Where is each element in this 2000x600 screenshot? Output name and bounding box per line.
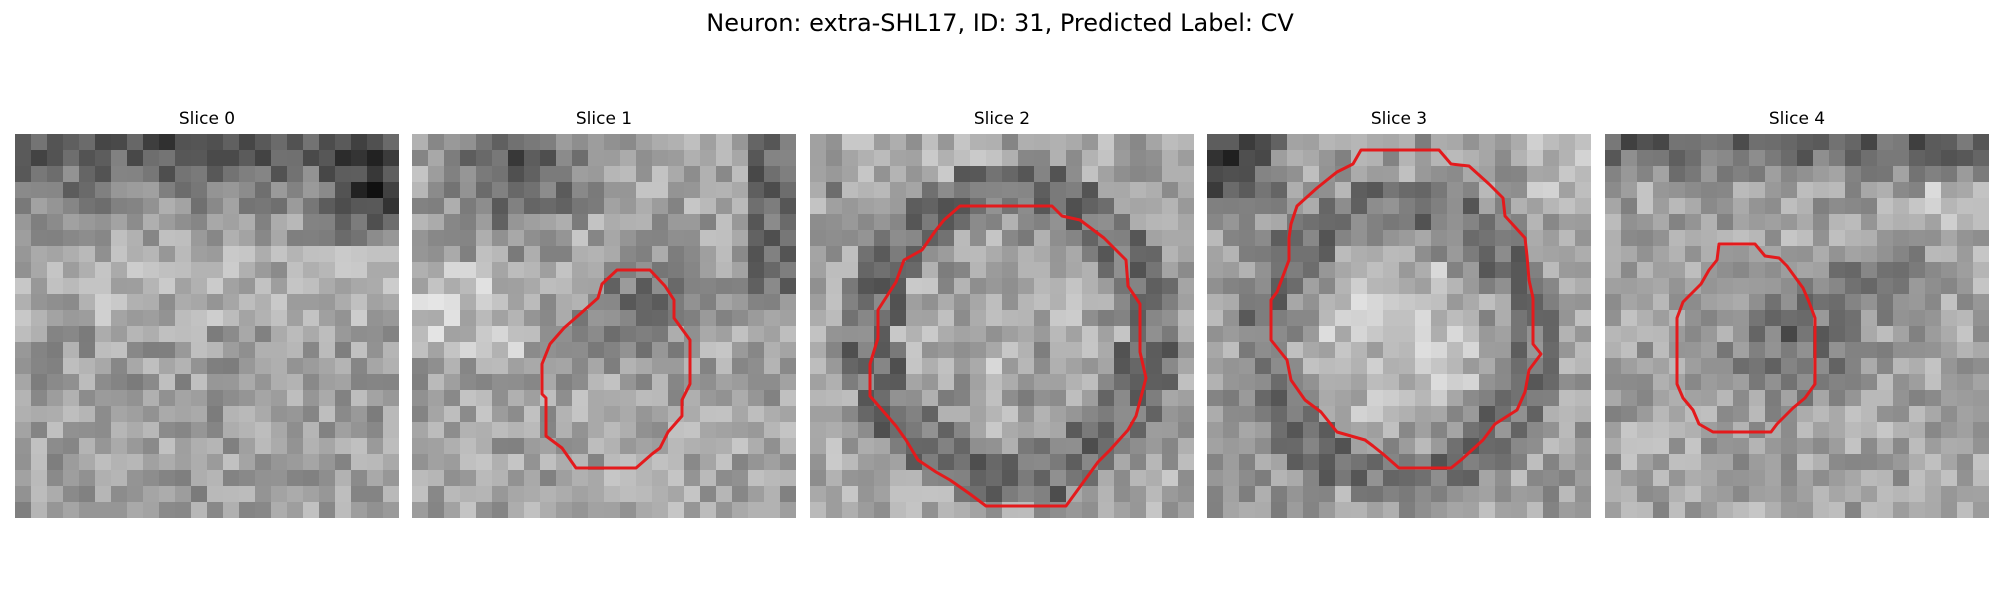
contour-overlay (868, 204, 1148, 508)
contour-overlay (1675, 242, 1817, 434)
contour-overlay (1269, 148, 1543, 470)
figure-title: Neuron: extra-SHL17, ID: 31, Predicted L… (706, 9, 1294, 37)
slice-image (810, 134, 1194, 518)
slice-title: Slice 2 (973, 109, 1031, 129)
contour-outline (1269, 148, 1543, 470)
slice-title: Slice 1 (575, 109, 633, 129)
slice-image (1605, 134, 1989, 518)
slice-image (412, 134, 796, 518)
slice-title: Slice 3 (1370, 109, 1428, 129)
contour-outline (868, 204, 1148, 508)
contour-outline (540, 268, 692, 470)
slice-title: Slice 4 (1768, 109, 1826, 129)
contour-outline (1675, 242, 1817, 434)
contour-overlay (540, 268, 692, 470)
slice-image (15, 134, 399, 518)
slice-title: Slice 0 (178, 109, 236, 129)
